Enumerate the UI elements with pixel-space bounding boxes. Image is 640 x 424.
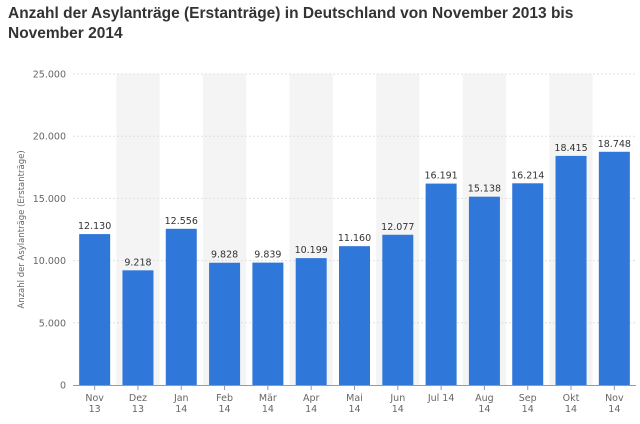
x-tick-label: 14: [522, 404, 534, 415]
bar: [468, 196, 500, 385]
bar: [79, 234, 111, 385]
data-label: 9.218: [124, 257, 151, 268]
y-tick-label: 10.000: [33, 256, 66, 267]
data-label: 16.214: [511, 170, 544, 181]
bar: [339, 246, 370, 385]
x-tick-label: Aug: [475, 393, 494, 404]
y-tick-label: 20.000: [33, 132, 66, 143]
x-tick-label: 13: [89, 404, 101, 415]
x-tick-label: Feb: [216, 393, 233, 404]
x-tick-label: Jan: [173, 393, 189, 404]
bar: [122, 270, 154, 385]
y-axis-title: Anzahl der Asylanträge (Erstanträge): [17, 150, 27, 308]
x-tick-label: 14: [305, 404, 317, 415]
data-label: 18.415: [554, 143, 587, 154]
data-label: 10.199: [295, 245, 328, 256]
x-tick-label: Mai: [346, 393, 363, 404]
x-tick-label: Jun: [389, 393, 405, 404]
x-tick-label: Okt: [563, 393, 580, 404]
x-tick-label: 14: [262, 404, 274, 415]
bar: [295, 258, 327, 385]
data-label: 18.748: [598, 139, 631, 150]
x-tick-label: 14: [219, 404, 231, 415]
bar: [382, 234, 414, 385]
x-tick-label: Apr: [303, 393, 320, 404]
data-label: 15.138: [468, 184, 501, 195]
bar: [165, 228, 197, 385]
bar: [512, 183, 544, 385]
x-tick-label: 14: [478, 404, 490, 415]
data-label: 9.839: [254, 250, 281, 261]
x-tick-label: 14: [348, 404, 360, 415]
bar: [209, 262, 241, 385]
x-tick-label: Dez: [129, 393, 147, 404]
chart-title: Anzahl der Asylanträge (Erstanträge) in …: [8, 5, 574, 42]
x-tick-label: 14: [392, 404, 404, 415]
x-tick-label: Nov: [85, 393, 104, 404]
y-tick-label: 15.000: [33, 194, 66, 205]
y-tick-label: 0: [60, 381, 66, 392]
bar: [252, 262, 284, 385]
y-tick-label: 25.000: [33, 70, 66, 81]
data-label: 11.160: [338, 233, 371, 244]
x-tick-label: Nov: [605, 393, 624, 404]
data-label: 16.191: [424, 171, 457, 182]
x-tick-label: Jul 14: [427, 393, 455, 404]
bar: [598, 151, 630, 385]
x-tick-label: 14: [565, 404, 577, 415]
bar: [425, 183, 457, 385]
data-label: 9.828: [211, 250, 238, 261]
x-tick-label: Mär: [259, 393, 277, 404]
bar: [555, 155, 587, 385]
y-tick-label: 5.000: [39, 318, 66, 329]
x-tick-label: 14: [608, 404, 620, 415]
x-tick-label: 14: [175, 404, 187, 415]
data-label: 12.556: [165, 216, 198, 227]
x-tick-label: 13: [132, 404, 144, 415]
data-label: 12.077: [381, 222, 414, 233]
data-label: 12.130: [78, 221, 111, 232]
x-tick-label: Sep: [519, 393, 537, 404]
